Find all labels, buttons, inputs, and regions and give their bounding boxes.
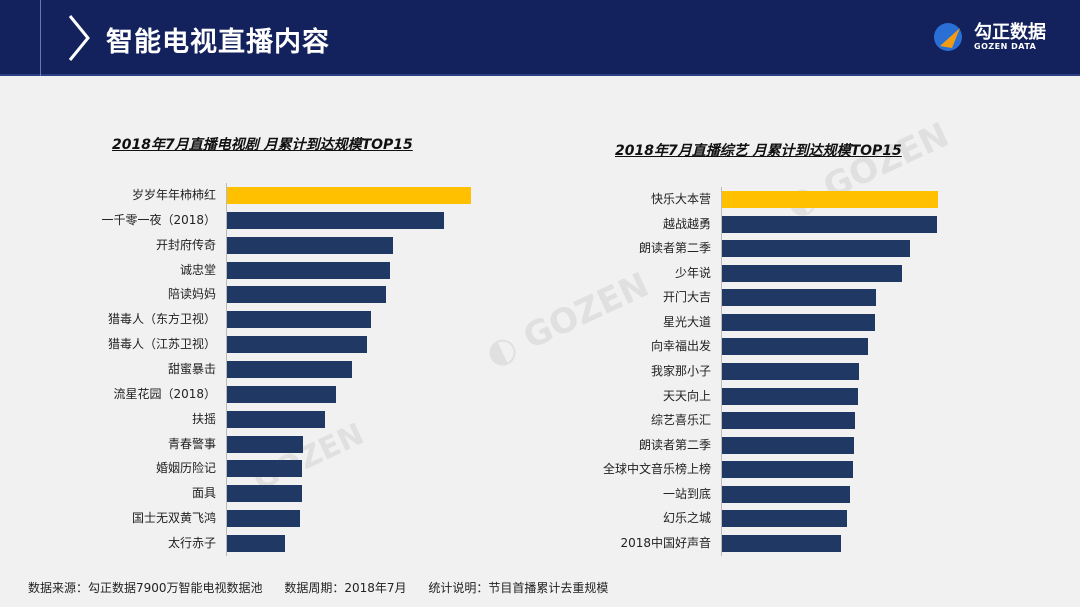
footer-period: 数据周期：2018年7月 <box>284 581 407 595</box>
category-label: 幻乐之城 <box>662 511 711 526</box>
category-label: 甜蜜暴击 <box>167 362 216 377</box>
footer-note: 统计说明：节目首播累计去重规模 <box>428 581 609 595</box>
bar <box>722 191 938 208</box>
chart-title: 2018年7月直播电视剧 月累计到达规模TOP15 <box>112 137 413 153</box>
category-label: 我家那小子 <box>650 363 711 378</box>
category-label: 开门大吉 <box>662 290 711 305</box>
category-label: 越战越勇 <box>662 216 711 231</box>
bar <box>227 435 303 453</box>
category-label: 快乐大本营 <box>650 192 711 206</box>
bar <box>722 510 848 528</box>
chevron-right-icon <box>68 15 90 61</box>
bar <box>722 215 937 233</box>
footer-source: 数据来源：勾正数据7900万智能电视数据池 <box>28 581 263 595</box>
bar <box>722 461 853 479</box>
bar <box>722 264 902 282</box>
category-label: 扶摇 <box>191 411 216 426</box>
bar <box>227 311 371 329</box>
watermark: ◐ GOZEN <box>479 264 655 376</box>
bar <box>227 187 471 204</box>
bar <box>227 510 300 528</box>
watermark: ◐ GOZEN <box>779 114 955 226</box>
bar <box>722 313 875 331</box>
category-label: 国士无双黄飞鸿 <box>131 511 216 526</box>
category-label: 朗读者第二季 <box>638 437 711 452</box>
bar <box>227 236 393 254</box>
category-label: 青春警事 <box>167 436 216 451</box>
category-label: 陪读妈妈 <box>167 287 216 302</box>
category-label: 一站到底 <box>662 486 711 501</box>
logo-cn: 勾正数据 <box>974 21 1046 43</box>
category-label: 朗读者第二季 <box>638 241 711 256</box>
bar <box>227 336 368 354</box>
category-label: 全球中文音乐榜上榜 <box>602 462 711 477</box>
bar <box>227 485 302 503</box>
bar <box>722 485 851 503</box>
header-bar: 智能电视直播内容 勾正数据 GOZEN DATA <box>0 0 1080 76</box>
category-label: 2018中国好声音 <box>620 535 711 550</box>
category-label: 面具 <box>191 486 216 501</box>
bar <box>227 410 326 428</box>
bar <box>722 362 859 380</box>
category-label: 星光大道 <box>662 314 711 329</box>
bar <box>227 361 352 379</box>
bar <box>722 534 842 552</box>
divider <box>40 0 41 76</box>
category-label: 综艺喜乐汇 <box>650 413 711 428</box>
category-label: 一千零一夜（2018） <box>101 212 216 227</box>
gozen-logo-icon <box>934 23 962 51</box>
bar <box>722 338 869 356</box>
bar <box>227 460 302 478</box>
category-label: 开封府传奇 <box>155 237 216 252</box>
bar <box>722 436 854 454</box>
page-title: 智能电视直播内容 <box>106 27 330 58</box>
bar <box>722 240 910 258</box>
bar <box>227 261 390 279</box>
chart-title: 2018年7月直播综艺 月累计到达规模TOP15 <box>615 143 902 159</box>
y-axis-line <box>226 183 227 556</box>
category-label: 流星花园（2018） <box>113 386 216 401</box>
bar <box>227 385 337 403</box>
category-label: 诚忠堂 <box>179 262 216 277</box>
y-axis-line <box>721 187 722 556</box>
bar <box>227 211 444 229</box>
category-label: 猎毒人（江苏卫视） <box>107 337 216 352</box>
footer: 数据来源：勾正数据7900万智能电视数据池 数据周期：2018年7月 统计说明：… <box>28 579 626 596</box>
bar <box>227 535 286 553</box>
category-label: 少年说 <box>674 265 711 280</box>
logo: 勾正数据 GOZEN DATA <box>930 20 1046 54</box>
bar <box>227 286 387 304</box>
bar <box>722 387 859 405</box>
category-label: 婚姻历险记 <box>155 461 216 476</box>
category-label: 岁岁年年柿柿红 <box>131 188 216 202</box>
category-label: 太行赤子 <box>167 536 216 551</box>
category-label: 向幸福出发 <box>650 339 711 354</box>
logo-en: GOZEN DATA <box>974 41 1037 51</box>
bar <box>722 412 856 430</box>
category-label: 猎毒人（东方卫视） <box>107 312 216 327</box>
category-label: 天天向上 <box>662 388 711 403</box>
bar <box>722 289 876 307</box>
